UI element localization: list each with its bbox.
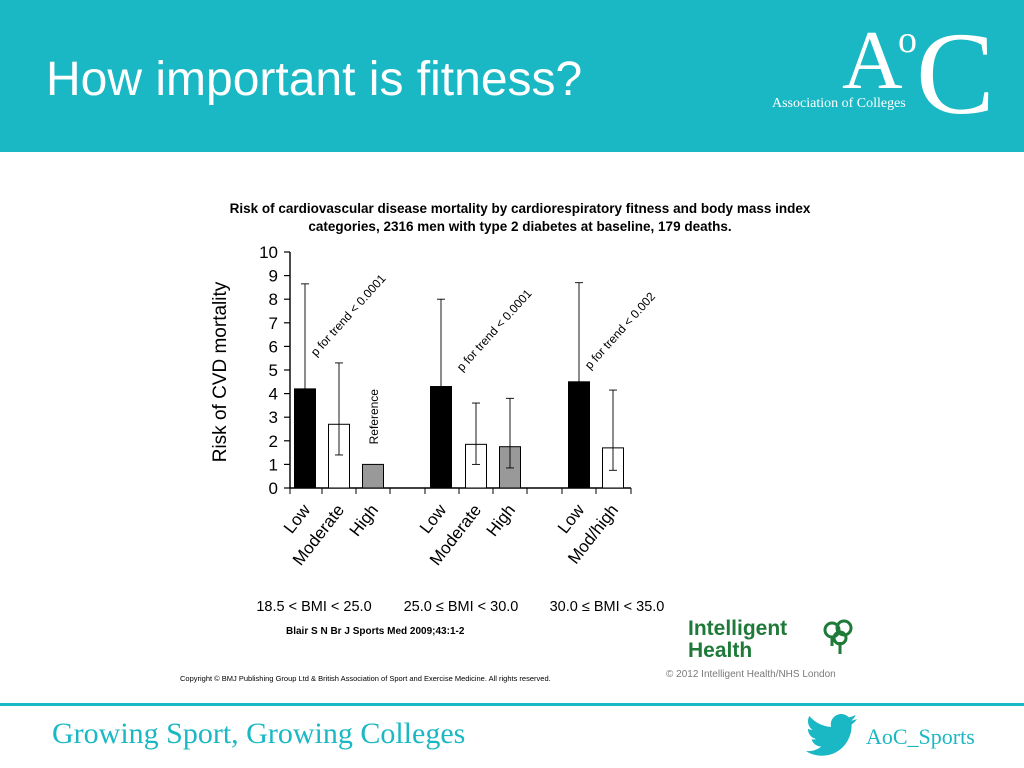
y-tick-label: 1 — [269, 455, 278, 474]
footer-tagline: Growing Sport, Growing Colleges — [52, 717, 466, 750]
chart-title: Risk of cardiovascular disease mortality… — [200, 200, 840, 236]
ih-logo-line-1: Intelligent — [688, 617, 788, 640]
aoc-logo: A o C Association of Colleges — [770, 14, 1000, 134]
slide-title: How important is fitness? — [46, 53, 583, 106]
trend-annotation: p for trend < 0.002 — [582, 289, 658, 372]
ih-logo-line-2: Health — [688, 639, 753, 662]
y-axis-label: Risk of CVD mortality — [210, 281, 231, 462]
citation: Blair S N Br J Sports Med 2009;43:1-2 — [286, 626, 465, 637]
intelligent-health-logo: Intelligent Health — [688, 616, 878, 666]
reference-label: Reference — [367, 389, 381, 445]
y-tick-label: 4 — [269, 385, 278, 404]
y-tick-label: 2 — [269, 432, 278, 451]
bar-18.525.0-low — [294, 388, 316, 489]
y-tick-label: 10 — [259, 243, 278, 262]
x-category-label: High — [346, 501, 383, 540]
twitter-bird-icon[interactable] — [806, 713, 858, 759]
y-tick-label: 5 — [269, 361, 278, 380]
y-tick-label: 9 — [269, 267, 278, 286]
aoc-logo-letter-a: A — [842, 14, 903, 107]
y-tick-label: 8 — [269, 290, 278, 309]
trend-annotation: p for trend < 0.0001 — [308, 271, 389, 359]
chart-title-line-1: Risk of cardiovascular disease mortality… — [229, 201, 811, 216]
aoc-logo-subtitle: Association of Colleges — [772, 96, 906, 111]
ih-copyright: © 2012 Intelligent Health/NHS London — [666, 669, 836, 680]
chart-title-line-2: categories, 2316 men with type 2 diabete… — [308, 219, 732, 234]
bmi-group-label: 30.0 ≤ BMI < 35.0 — [550, 599, 665, 615]
aoc-logo-letter-c: C — [916, 8, 995, 139]
footer-divider — [0, 703, 1024, 706]
twitter-handle[interactable]: AoC_Sports — [866, 724, 975, 749]
y-tick-label: 3 — [269, 408, 278, 427]
aoc-logo-letter-o: o — [898, 19, 917, 61]
bar-18.525.0-high — [362, 463, 384, 489]
bmi-group-label: 25.0 ≤ BMI < 30.0 — [404, 599, 519, 615]
bar-25.030.0-low — [430, 386, 452, 489]
bmi-group-label: 18.5 < BMI < 25.0 — [256, 599, 371, 615]
bar-30.035.0-low — [568, 381, 590, 489]
x-category-label: High — [483, 501, 520, 540]
y-tick-label: 0 — [269, 479, 278, 498]
trend-annotation: p for trend < 0.0001 — [454, 286, 535, 374]
bmj-copyright: Copyright © BMJ Publishing Group Ltd & B… — [180, 674, 551, 683]
y-tick-label: 6 — [269, 337, 278, 356]
tree-icon — [823, 619, 853, 654]
y-tick-label: 7 — [269, 314, 278, 333]
slide-header: How important is fitness? A o C Associat… — [0, 0, 1024, 152]
